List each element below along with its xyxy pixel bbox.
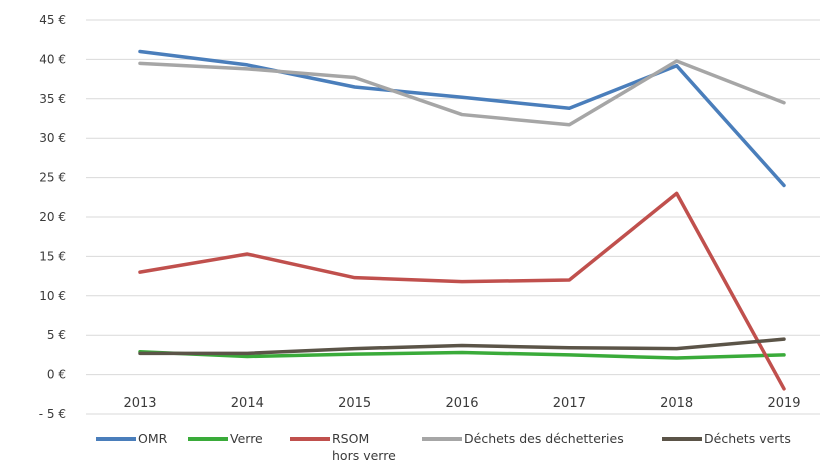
legend-swatch-rsom [290, 437, 330, 441]
legend-label-dechetteries: Déchets des déchetteries [464, 431, 624, 446]
y-tick-label: 45 € [39, 13, 66, 27]
chart-legend: OMR Verre RSOM hors verre Déchets des dé… [96, 430, 826, 470]
series-line-4 [138, 337, 786, 356]
x-tick-label: 2015 [338, 396, 371, 411]
y-tick-label: 10 € [39, 289, 66, 303]
legend-swatch-dechets-verts [662, 437, 702, 441]
series-line-3 [138, 59, 786, 127]
y-tick-label: 25 € [39, 171, 66, 185]
y-tick-label: 30 € [39, 131, 66, 145]
x-tick-label: 2013 [123, 396, 156, 411]
x-tick-label: 2017 [553, 396, 586, 411]
legend-swatch-dechetteries [422, 437, 462, 441]
y-tick-label: 15 € [39, 249, 66, 263]
legend-label-omr: OMR [138, 431, 168, 446]
legend-swatch-verre [188, 437, 228, 441]
legend-item-rsom: RSOM hors verre [290, 430, 396, 464]
line-chart: 45 € 40 € 35 € 30 € 25 € 20 € 15 € 10 € 5 € 0 € - … [39, 13, 820, 421]
x-tick-label: 2018 [660, 396, 693, 411]
y-axis-ticks: 45 € 40 € 35 € 30 € 25 € 20 € 15 € 10 € 5 € 0 € - … [39, 13, 66, 421]
y-tick-label: 20 € [39, 210, 66, 224]
x-tick-label: 2014 [231, 396, 264, 411]
legend-item-verre: Verre [188, 430, 263, 447]
legend-label-dechets-verts: Déchets verts [704, 431, 791, 446]
series-line-2 [138, 191, 786, 391]
legend-label-verre: Verre [230, 431, 263, 446]
legend-item-omr: OMR [96, 430, 167, 447]
series-line-1 [138, 349, 786, 360]
legend-item-dechets-verts: Déchets verts [662, 430, 791, 447]
x-axis-ticks: 2013 2014 2015 2016 2017 2018 2019 [123, 396, 800, 411]
legend-item-dechetteries: Déchets des déchetteries [422, 430, 624, 447]
y-tick-label: 5 € [47, 328, 66, 342]
series-lines [138, 49, 786, 391]
y-tick-label: 35 € [39, 92, 66, 106]
series-line-0 [138, 49, 786, 188]
y-tick-label: 0 € [47, 368, 66, 382]
x-tick-label: 2016 [445, 396, 478, 411]
legend-label-rsom: RSOM hors verre [332, 431, 396, 463]
y-tick-label: 40 € [39, 52, 66, 66]
y-tick-label: - 5 € [39, 407, 66, 421]
legend-swatch-omr [96, 437, 136, 441]
x-tick-label: 2019 [767, 396, 800, 411]
